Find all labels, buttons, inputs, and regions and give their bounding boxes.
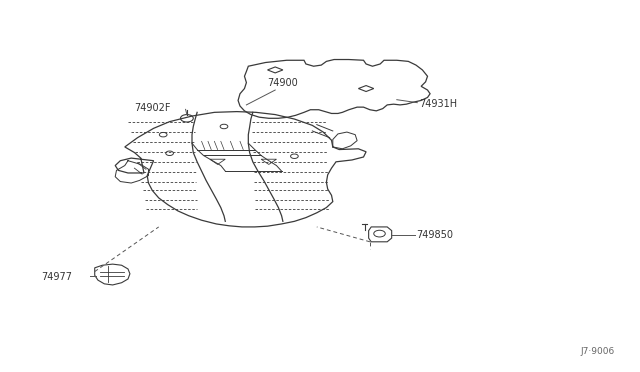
Text: J7·9006: J7·9006 <box>580 347 614 356</box>
Text: 74902F: 74902F <box>134 103 171 113</box>
Text: 74977: 74977 <box>42 272 72 282</box>
Text: 74931H: 74931H <box>419 99 458 109</box>
Text: 74900: 74900 <box>268 78 298 88</box>
Text: 749850: 749850 <box>416 230 453 240</box>
